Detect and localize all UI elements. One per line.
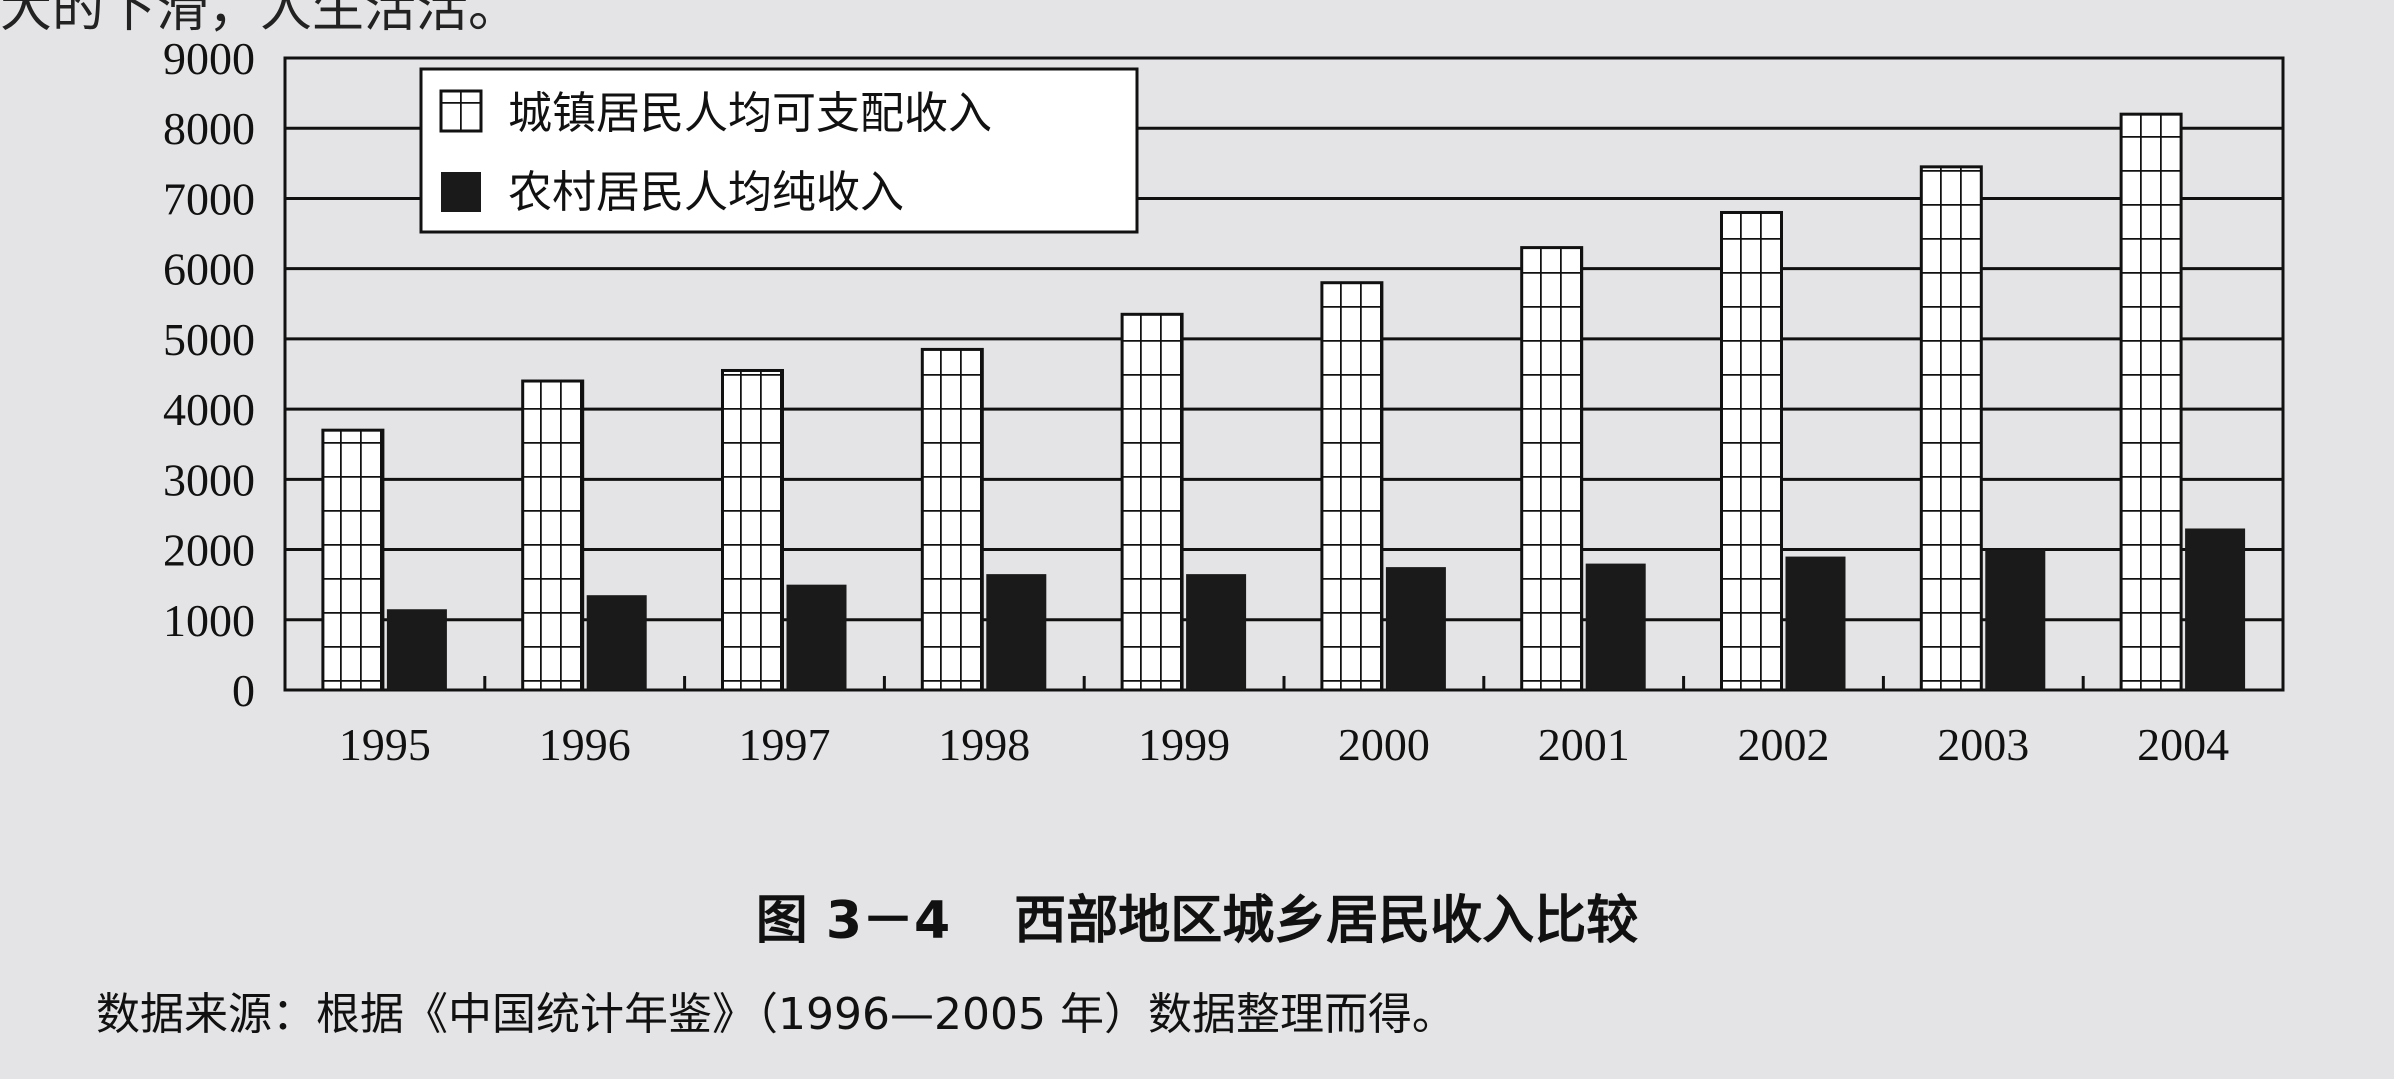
x-tick-label: 1997 [739, 719, 831, 770]
bar-rural-income [1585, 563, 1646, 690]
legend-label-urban: 城镇居民人均可支配收入 [508, 88, 992, 139]
y-tick-label: 5000 [163, 314, 255, 365]
y-tick-label: 7000 [163, 173, 255, 224]
bar-urban-income [521, 379, 585, 692]
legend-label-rural: 农村居民人均纯收入 [508, 167, 904, 218]
x-tick-label: 2004 [2137, 719, 2229, 770]
bar-rural-income [1385, 567, 1446, 690]
bar-rural-income [1186, 574, 1247, 690]
legend-box [419, 67, 1139, 234]
x-tick-labels: 1995 1996 1997 1998 1999 2000 2001 2002 2003 2004 [339, 719, 2229, 770]
bar-rural-income [2185, 528, 2246, 690]
legend-swatch-urban [439, 89, 483, 133]
x-tick-label: 2003 [1937, 719, 2029, 770]
y-tick-label: 0 [232, 665, 255, 716]
y-tick-label: 4000 [163, 384, 255, 435]
bar-urban-income [1720, 210, 1783, 692]
x-tick-label: 1996 [539, 719, 631, 770]
y-tick-label: 8000 [163, 103, 255, 154]
x-tick-label: 2001 [1538, 719, 1630, 770]
top-text-fragment: 大的下滑，人生活活。 [0, 0, 521, 39]
y-tick-label: 6000 [163, 244, 255, 295]
bars [321, 112, 2246, 692]
y-tick-label: 2000 [163, 525, 255, 576]
legend-swatch-rural [441, 172, 481, 212]
bar-urban-income [2119, 112, 2183, 692]
bar-rural-income [986, 574, 1047, 690]
y-tick-label: 9000 [163, 33, 255, 84]
x-tick-label: 1998 [938, 719, 1030, 770]
bar-rural-income [1785, 556, 1846, 690]
x-tick-label: 1999 [1138, 719, 1230, 770]
bar-rural-income [1985, 549, 2046, 690]
data-source-note: 数据来源：根据《中国统计年鉴》（1996—2005 年）数据整理而得。 [96, 989, 1456, 1040]
legend: 城镇居民人均可支配收入 农村居民人均纯收入 [419, 67, 1139, 234]
bar-urban-income [1919, 165, 1983, 692]
bar-rural-income [586, 595, 647, 690]
y-tick-label: 1000 [163, 595, 255, 646]
bar-rural-income [786, 584, 847, 690]
bar-urban-income [920, 347, 984, 692]
bar-urban-income [1520, 246, 1584, 692]
x-tick-label: 2002 [1738, 719, 1830, 770]
figure-number: 图 3－4 [755, 891, 951, 951]
x-tick-label: 1995 [339, 719, 431, 770]
figure-caption: 图 3－4 西部地区城乡居民收入比较 [0, 878, 2394, 953]
y-tick-labels: 0 1000 2000 3000 4000 5000 6000 7000 8000 9000 [163, 33, 255, 716]
bar-urban-income [1120, 312, 1184, 692]
bar-urban-income [321, 428, 385, 692]
bar-rural-income [386, 609, 447, 690]
bar-chart: 0 1000 2000 3000 4000 5000 6000 7000 8000 9000 19… [163, 33, 2285, 770]
bar-urban-income [1320, 281, 1384, 692]
figure-title: 西部地区城乡居民收入比较 [1014, 891, 1639, 951]
y-tick-label: 3000 [163, 454, 255, 505]
x-tick-label: 2000 [1338, 719, 1430, 770]
bar-urban-income [721, 368, 784, 692]
